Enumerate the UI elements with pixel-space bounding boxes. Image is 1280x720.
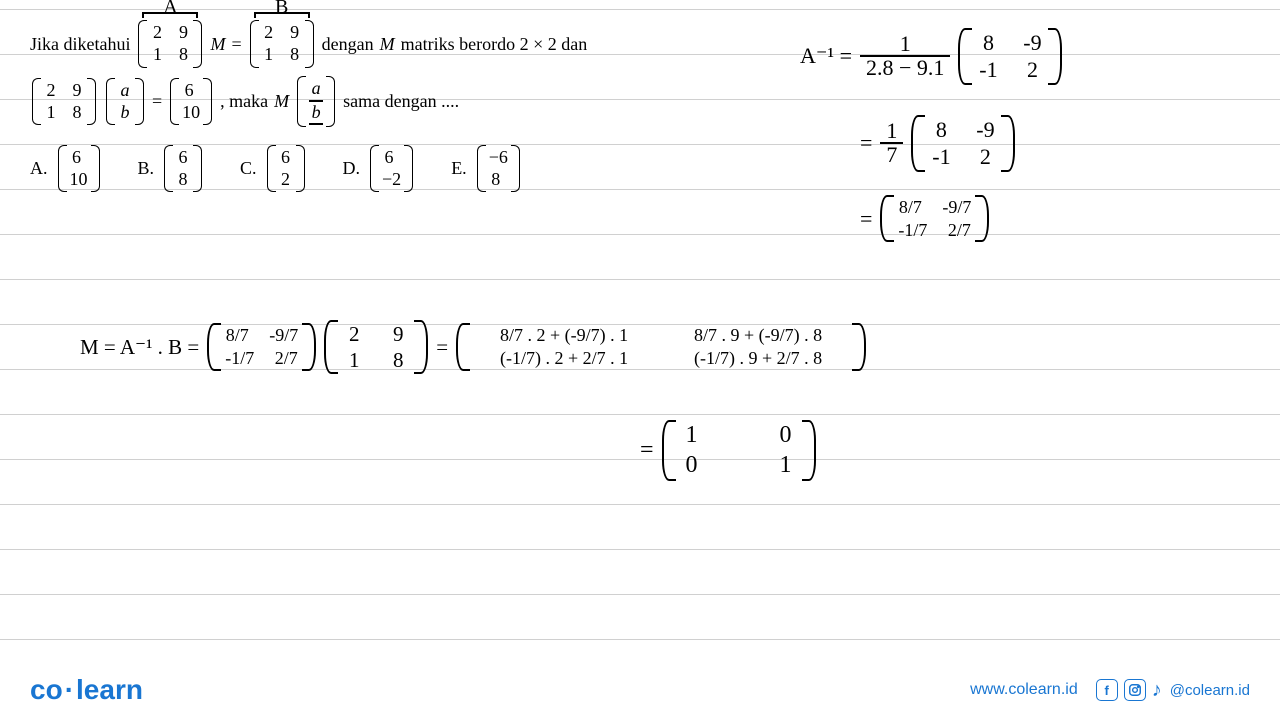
social-links: f ♪ @colearn.id — [1096, 679, 1250, 702]
answer-D[interactable]: D. 6 −2 — [343, 145, 416, 192]
instagram-icon[interactable] — [1124, 679, 1146, 701]
text-jika-diketahui: Jika diketahui — [30, 34, 130, 55]
answer-E[interactable]: E. −6 8 — [451, 145, 522, 192]
website-link[interactable]: www.colearn.id — [970, 681, 1078, 699]
text-sama-dengan: sama dengan .... — [343, 91, 459, 112]
var-M-3: M — [274, 91, 289, 112]
var-M: M — [210, 34, 225, 55]
tiktok-icon[interactable]: ♪ — [1152, 679, 1162, 702]
equals: = — [231, 34, 241, 55]
matrix-A: A 29 18 — [138, 20, 202, 67]
brand-logo: co·learn — [30, 674, 143, 706]
social-handle: @colearn.id — [1170, 682, 1250, 699]
hw-step-4: M = A⁻¹ . B = 8/7-9/7 -1/72/7 29 18 = 8/… — [80, 320, 866, 374]
text-matriks: matriks berordo 2 × 2 dan — [401, 34, 588, 55]
matrix-eq-right: 6 10 — [170, 78, 212, 125]
answer-C[interactable]: C. 6 2 — [240, 145, 307, 192]
footer: co·learn www.colearn.id f ♪ @colearn.id — [0, 660, 1280, 720]
problem-statement: Jika diketahui A 29 18 M = B 29 18 denga… — [30, 20, 790, 192]
hw-step-5: = 10 01 — [640, 420, 816, 481]
answer-B[interactable]: B. 6 8 — [138, 145, 205, 192]
text-maka: , maka — [220, 91, 268, 112]
matrix-ab: a b — [297, 76, 335, 127]
matrix-B: B 29 18 — [250, 20, 314, 67]
text-dengan: dengan — [322, 34, 374, 55]
answer-options: A. 6 10 B. 6 8 C. 6 2 — [30, 145, 790, 192]
matrix-eq-left2: a b — [106, 78, 144, 125]
answer-A[interactable]: A. 6 10 — [30, 145, 102, 192]
var-M-2: M — [380, 34, 395, 55]
facebook-icon[interactable]: f — [1096, 679, 1118, 701]
matrix-eq-left1: 29 18 — [32, 78, 96, 125]
